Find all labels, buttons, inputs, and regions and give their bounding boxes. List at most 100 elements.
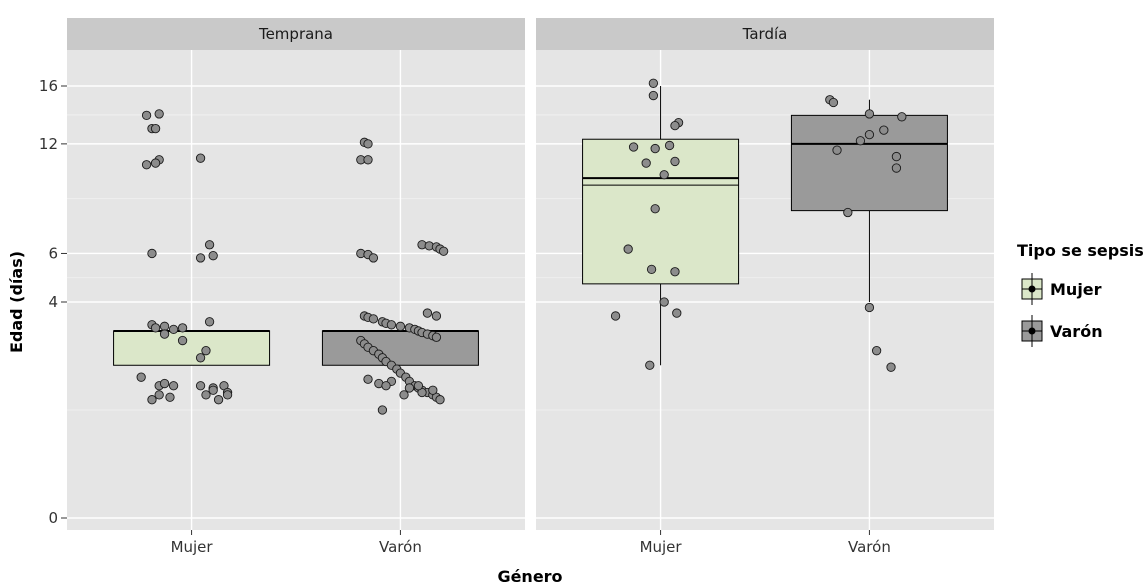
data-point <box>422 308 433 318</box>
data-point <box>404 383 415 393</box>
box-body <box>113 330 271 366</box>
data-point <box>363 155 373 165</box>
data-point <box>641 158 651 168</box>
x-axis-title: Género <box>497 567 562 586</box>
data-point <box>897 112 907 122</box>
facet-panels: Temprana Mujer Varón Tardía Mujer Varón <box>67 18 994 556</box>
data-point <box>438 246 449 256</box>
data-point <box>168 324 179 335</box>
data-point <box>413 381 424 391</box>
data-point <box>168 381 179 391</box>
data-point <box>208 251 218 261</box>
data-point <box>864 109 875 119</box>
data-point <box>670 120 680 131</box>
data-point <box>165 392 175 402</box>
data-point <box>195 381 206 391</box>
y-tick-label: 12 <box>39 135 58 153</box>
data-point <box>213 395 224 405</box>
data-point <box>395 321 406 331</box>
data-point <box>431 311 442 321</box>
data-point <box>431 332 442 342</box>
data-point <box>832 145 842 155</box>
data-point <box>154 390 164 400</box>
data-point <box>159 321 170 331</box>
data-point <box>147 395 157 405</box>
legend-label: Mujer <box>1050 280 1102 299</box>
data-point <box>154 109 164 119</box>
data-point <box>150 323 161 333</box>
facet-strip <box>67 18 525 50</box>
data-point <box>879 125 889 135</box>
data-point <box>222 390 233 400</box>
data-point <box>646 264 657 275</box>
data-point <box>828 97 839 108</box>
data-point <box>664 140 675 151</box>
legend-entry-varón: Varón <box>1021 315 1103 347</box>
data-point <box>368 314 379 324</box>
facet-panel-0: Temprana Mujer Varón <box>67 18 525 556</box>
x-tick-label: Varón <box>379 538 422 556</box>
facet-strip <box>536 18 994 50</box>
data-point <box>147 248 157 259</box>
y-tick-label: 4 <box>48 293 58 311</box>
data-point <box>435 395 445 405</box>
y-axis-title: Edad (días) <box>7 251 26 353</box>
data-point <box>201 390 211 400</box>
y-tick-label: 16 <box>39 77 58 95</box>
box-body <box>582 138 740 285</box>
legend-title: Tipo se sepsis <box>1017 241 1144 260</box>
y-tick-label: 0 <box>48 509 58 527</box>
data-point <box>864 302 875 313</box>
x-tick-label: Mujer <box>640 538 683 556</box>
box-mujer <box>582 86 740 366</box>
y-axis: 0 4 6 12 16 <box>39 77 67 527</box>
data-point <box>650 143 660 154</box>
data-point <box>628 142 639 152</box>
data-point <box>150 123 161 134</box>
data-point <box>208 385 218 395</box>
data-point <box>195 353 206 363</box>
y-tick-label: 6 <box>48 244 58 262</box>
legend-entry-mujer: Mujer <box>1021 273 1102 305</box>
data-point <box>610 311 621 321</box>
data-point <box>177 323 188 333</box>
data-point <box>648 78 659 88</box>
panel-background <box>67 50 525 530</box>
legend-key-point <box>1028 327 1036 335</box>
data-point <box>141 160 152 170</box>
data-point <box>204 317 215 327</box>
data-point <box>650 204 660 214</box>
data-point <box>363 374 373 384</box>
box-mujer <box>113 329 271 366</box>
x-tick-label: Varón <box>848 538 891 556</box>
data-point <box>864 129 875 140</box>
legend-key-point <box>1028 285 1036 293</box>
facet-strip-label: Tardía <box>742 25 788 43</box>
x-tick-label: Mujer <box>171 538 214 556</box>
data-point <box>150 158 161 168</box>
data-point <box>623 244 633 254</box>
data-point <box>871 346 882 356</box>
data-point <box>141 110 152 120</box>
box-body <box>790 114 948 212</box>
data-point <box>645 360 655 370</box>
box-body <box>321 330 479 366</box>
data-point <box>363 139 373 149</box>
data-point <box>368 253 379 263</box>
data-point <box>659 297 669 307</box>
data-point <box>886 362 896 372</box>
data-point <box>843 207 853 218</box>
data-point <box>399 390 409 400</box>
legend: Tipo se sepsis Mujer Varón <box>1017 241 1144 347</box>
data-point <box>891 151 902 162</box>
facet-strip-label: Temprana <box>258 25 333 43</box>
legend-label: Varón <box>1050 322 1103 341</box>
data-point <box>428 385 438 395</box>
data-point <box>891 163 902 173</box>
data-point <box>195 153 206 163</box>
data-point <box>381 381 391 391</box>
data-point <box>672 308 682 318</box>
data-point <box>201 346 211 356</box>
data-point <box>670 267 680 277</box>
